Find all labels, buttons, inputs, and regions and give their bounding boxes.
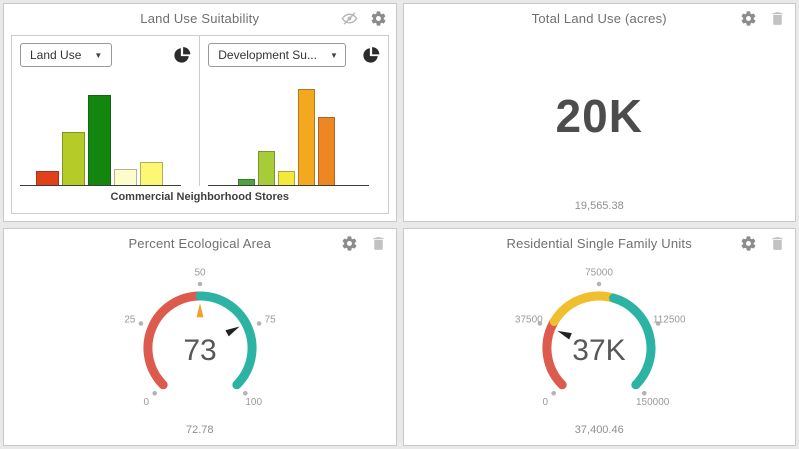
land-use-bar-chart [20, 78, 181, 186]
chart-caption: Commercial Neighborhood Stores [110, 190, 289, 203]
gear-icon[interactable] [740, 235, 757, 252]
trash-icon[interactable] [769, 235, 786, 252]
chevron-down-icon: ▼ [329, 50, 338, 60]
bar [62, 131, 85, 185]
header-icons [341, 235, 387, 252]
svg-text:0: 0 [543, 397, 549, 408]
bar [114, 168, 137, 185]
land-use-charts-container: Land Use ▼ [11, 35, 389, 214]
chart-controls: Land Use ▼ [20, 43, 191, 67]
indicator-body: 20K [404, 33, 796, 200]
panel-land-use-suitability: Land Use Suitability [3, 3, 397, 222]
svg-text:25: 25 [124, 314, 136, 325]
eye-off-icon[interactable] [341, 10, 358, 27]
svg-text:73: 73 [183, 334, 216, 367]
bar [258, 150, 276, 185]
gauge-body: 0 25 50 75 100 73 [4, 258, 396, 425]
charts-row: Land Use ▼ [12, 36, 388, 186]
pie-chart-toggle-icon[interactable] [173, 46, 191, 64]
total-land-use-exact-value: 19,565.38 [574, 199, 624, 212]
panel-title: Land Use Suitability [140, 11, 260, 26]
ecological-area-exact-value: 72.78 [185, 424, 214, 436]
panel-header: Total Land Use (acres) [404, 4, 796, 33]
svg-text:50: 50 [194, 267, 206, 278]
bar [88, 94, 111, 185]
development-suitability-selector-dropdown[interactable]: Development Su... ▼ [208, 43, 347, 67]
svg-text:75: 75 [264, 314, 276, 325]
development-suitability-bar-chart [208, 78, 370, 186]
total-land-use-value: 20K [555, 90, 643, 143]
pie-chart-toggle-icon[interactable] [362, 46, 380, 64]
gear-icon[interactable] [740, 10, 757, 27]
header-icons [341, 10, 387, 27]
trash-icon[interactable] [370, 235, 387, 252]
bar [318, 116, 336, 185]
gauge-body: 0 37500 75000 112500 150000 37K [404, 258, 796, 425]
header-icons [740, 235, 786, 252]
panel-residential-single-family-units: Residential Single Family Units 0 37500 75… [402, 227, 796, 446]
chart-controls: Development Su... ▼ [208, 43, 379, 67]
bar [238, 178, 256, 185]
land-use-selector-dropdown[interactable]: Land Use ▼ [20, 43, 113, 67]
panel-percent-ecological-area: Percent Ecological Area 0 25 50 75 100 73 72.… [3, 227, 397, 446]
dropdown-label: Development Su... [218, 48, 317, 62]
panel-title: Percent Ecological Area [128, 235, 272, 251]
bar [36, 170, 59, 185]
svg-text:150000: 150000 [636, 397, 670, 408]
dropdown-label: Land Use [30, 48, 82, 62]
development-suitability-chart-card: Development Su... ▼ [199, 36, 387, 186]
land-use-chart-card: Land Use ▼ [12, 36, 199, 186]
svg-text:0: 0 [143, 397, 149, 408]
panel-header: Percent Ecological Area [4, 229, 396, 258]
bar [278, 170, 296, 185]
svg-text:112500: 112500 [653, 314, 686, 325]
bar [298, 88, 316, 185]
residential-units-gauge: 0 37500 75000 112500 150000 37K [481, 267, 717, 415]
panel-title: Residential Single Family Units [506, 235, 692, 251]
svg-text:37500: 37500 [515, 314, 543, 325]
gear-icon[interactable] [341, 235, 358, 252]
chevron-down-icon: ▼ [94, 50, 103, 60]
residential-units-exact-value: 37,400.46 [574, 424, 624, 436]
gear-icon[interactable] [370, 10, 387, 27]
svg-text:75000: 75000 [585, 267, 613, 278]
bar [140, 161, 163, 185]
panel-total-land-use: Total Land Use (acres) 20K 19,565.38 [402, 3, 796, 222]
svg-text:37K: 37K [573, 334, 626, 367]
panel-header: Land Use Suitability [4, 4, 396, 33]
panel-title: Total Land Use (acres) [531, 11, 667, 26]
panel-header: Residential Single Family Units [404, 229, 796, 258]
header-icons [740, 10, 786, 27]
ecological-area-gauge: 0 25 50 75 100 73 [82, 267, 318, 415]
trash-icon[interactable] [769, 10, 786, 27]
svg-text:100: 100 [245, 397, 262, 408]
